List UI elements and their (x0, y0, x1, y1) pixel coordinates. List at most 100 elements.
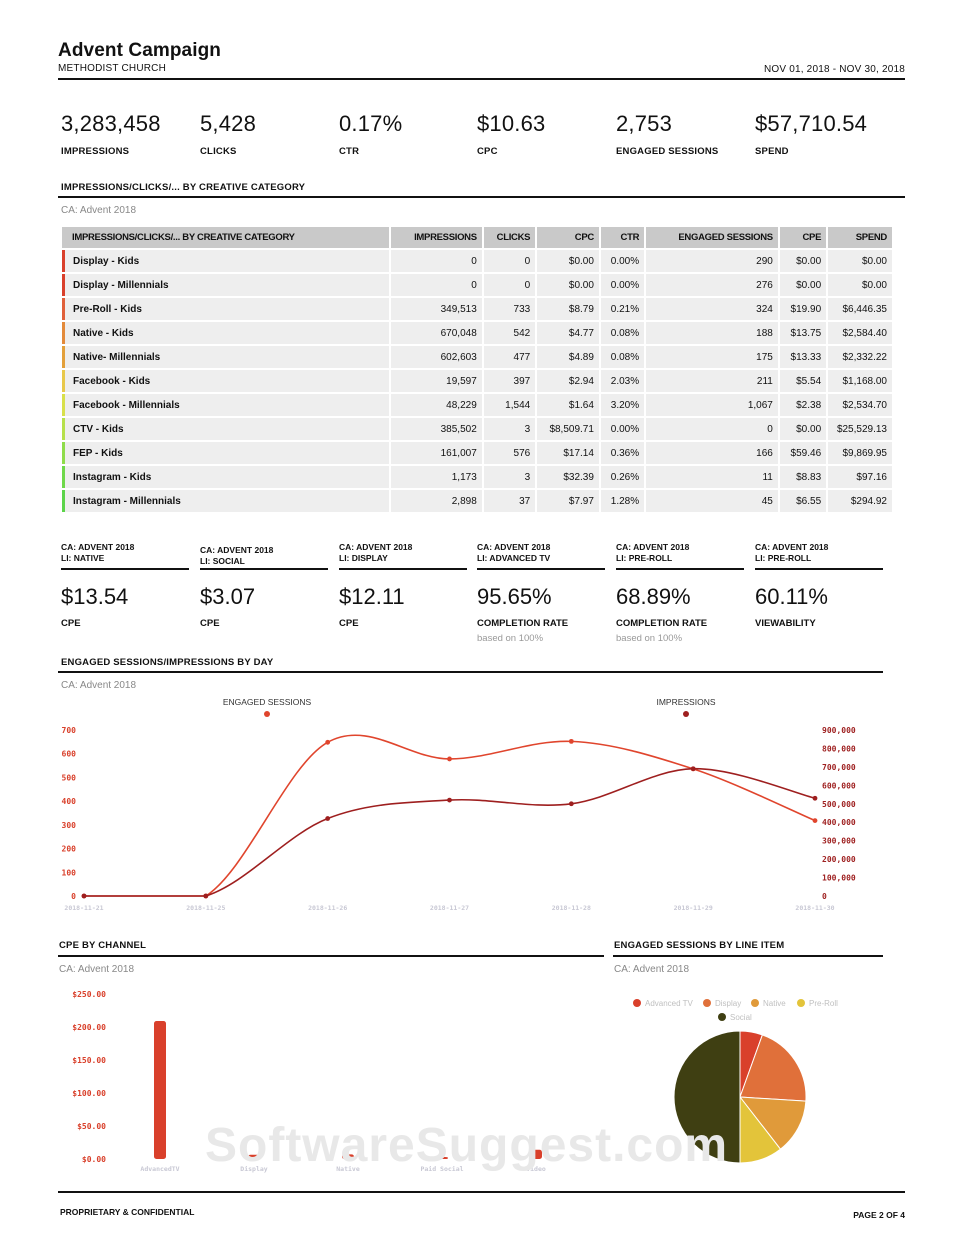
campaign-label: CA: ADVENT 2018 (339, 542, 413, 552)
line-item-note: based on 100% (616, 633, 683, 644)
x-tick: Native (336, 1165, 360, 1173)
table-cell: $1.64 (537, 394, 599, 416)
table-cell: $2,332.22 (828, 346, 892, 368)
engaged-impressions-line-chart: 0 100 200 300 400 500 600 700 0 100,000 200,000 300… (62, 697, 856, 912)
y-tick-right: 0 (822, 892, 827, 901)
legend-marker (683, 711, 689, 717)
y-tick-right: 600,000 (822, 781, 856, 790)
table-cell: 576 (483, 442, 536, 464)
column-header: CPC (537, 227, 599, 248)
table-cell: $0.00 (779, 274, 827, 296)
kpi-value: 3,283,458 (61, 111, 161, 136)
footer-confidential: PROPRIETARY & CONFIDENTIAL (60, 1207, 195, 1217)
y-tick-right: 500,000 (822, 800, 856, 809)
table-row: Native - Kids 670,048 542 $4.77 0.08% 188 $13.… (62, 322, 892, 344)
line-item-value: $3.07 (200, 584, 256, 609)
table-cell: 0.08% (600, 346, 645, 368)
y-tick-right: 700,000 (822, 763, 856, 772)
table-row: Pre-Roll - Kids 349,513 733 $8.79 0.21% 324 $1… (62, 298, 892, 320)
table-cell: $19.90 (779, 298, 827, 320)
row-category: Pre-Roll - Kids (62, 298, 390, 320)
table-cell: 1.28% (600, 490, 645, 512)
line-item-value: 60.11% (755, 584, 828, 609)
table-cell: 602,603 (391, 346, 482, 368)
table-cell: $0.00 (779, 250, 827, 272)
table-cell: 0 (391, 274, 482, 296)
y-tick-left: 100 (62, 868, 77, 877)
table-row: Native- Millennials 602,603 477 $4.89 0.08% 1… (62, 346, 892, 368)
line-item-divider (61, 568, 189, 570)
pie-section-title: ENGAGED SESSIONS BY LINE ITEM (614, 940, 785, 951)
header-divider (58, 78, 905, 80)
row-category: Native- Millennials (62, 346, 390, 368)
table-cell: 19,597 (391, 370, 482, 392)
line-item-metric: CPE (339, 618, 359, 629)
table-row: Display - Kids 0 0 $0.00 0.00% 290 $0.00 $0.00 (62, 250, 892, 272)
x-tick: 2018-11-27 (430, 904, 469, 912)
table-cell: $8,509.71 (537, 418, 599, 440)
table-cell: $6.55 (779, 490, 827, 512)
line-item-divider (755, 568, 883, 570)
cpe-section-subtitle: CA: Advent 2018 (59, 964, 135, 975)
y-tick-right: 900,000 (822, 726, 856, 735)
kpi-label: CTR (339, 146, 360, 157)
y-tick: $150.00 (72, 1056, 106, 1065)
x-tick: 2018-11-26 (308, 904, 347, 912)
row-category: Instagram - Kids (62, 466, 390, 488)
bar (342, 1154, 354, 1159)
table-cell: $2,534.70 (828, 394, 892, 416)
creative-section-title: IMPRESSIONS/CLICKS/... BY CREATIVE CATEG… (61, 182, 306, 193)
line-item-note: based on 100% (477, 633, 544, 644)
table-cell: $97.16 (828, 466, 892, 488)
table-row: CTV - Kids 385,502 3 $8,509.71 0.00% 0 $0.00 $2… (62, 418, 892, 440)
table-cell: $13.33 (779, 346, 827, 368)
legend-marker (751, 999, 759, 1007)
y-tick-right: 300,000 (822, 837, 856, 846)
y-tick: $0.00 (82, 1155, 106, 1164)
table-cell: $7.97 (537, 490, 599, 512)
footer-divider (58, 1191, 905, 1193)
line-item-name: LI: NATIVE (61, 553, 105, 563)
legend-label: Native (763, 999, 786, 1008)
table-cell: $8.83 (779, 466, 827, 488)
column-header: SPEND (828, 227, 892, 248)
x-tick: Display (240, 1165, 267, 1173)
line-item-label: CA: ADVENT 2018 LI: SOCIAL (200, 545, 273, 567)
cpe-section-divider (58, 955, 604, 957)
legend-marker (718, 1013, 726, 1021)
y-tick-left: 400 (62, 797, 77, 806)
line-item-value: $13.54 (61, 584, 129, 609)
table-cell: 0.00% (600, 250, 645, 272)
table-cell: $0.00 (537, 274, 599, 296)
kpi-label: IMPRESSIONS (61, 146, 130, 157)
table-cell: 0 (483, 274, 536, 296)
line-item-divider (339, 568, 467, 570)
y-tick: $50.00 (77, 1122, 106, 1131)
cpe-section-title: CPE BY CHANNEL (59, 940, 147, 951)
table-row: Instagram - Millennials 2,898 37 $7.97 1.28%… (62, 490, 892, 512)
x-tick: Paid Social (420, 1165, 463, 1173)
table-row: Facebook - Kids 19,597 397 $2.94 2.03% 211 $5.… (62, 370, 892, 392)
watermark: SoftwareSuggest.com (205, 1119, 729, 1172)
table-header-row: IMPRESSIONS/CLICKS/... BY CREATIVE CATEG… (62, 227, 892, 248)
table-cell: $294.92 (828, 490, 892, 512)
table-cell: 0.26% (600, 466, 645, 488)
kpi-value: $57,710.54 (755, 111, 868, 136)
pie-slice (738, 1096, 807, 1150)
data-point (812, 818, 818, 823)
table-cell: 477 (483, 346, 536, 368)
line-item-label: CA: ADVENT 2018 LI: NATIVE (61, 542, 134, 564)
table-cell: $13.75 (779, 322, 827, 344)
kpi-label: ENGAGED SESSIONS (616, 146, 719, 157)
table-cell: 37 (483, 490, 536, 512)
table-cell: 542 (483, 322, 536, 344)
table-row: Instagram - Kids 1,173 3 $32.39 0.26% 11 $8.83… (62, 466, 892, 488)
kpi-label: CPC (477, 146, 498, 157)
table-row: Facebook - Millennials 48,229 1,544 $1.64 3.… (62, 394, 892, 416)
table-row: Display - Millennials 0 0 $0.00 0.00% 276 $0.0… (62, 274, 892, 296)
legend-label: IMPRESSIONS (656, 697, 715, 707)
data-point (325, 739, 331, 745)
table-cell: $6,446.35 (828, 298, 892, 320)
table-cell: 0 (391, 250, 482, 272)
campaign-label: CA: ADVENT 2018 (61, 542, 135, 552)
